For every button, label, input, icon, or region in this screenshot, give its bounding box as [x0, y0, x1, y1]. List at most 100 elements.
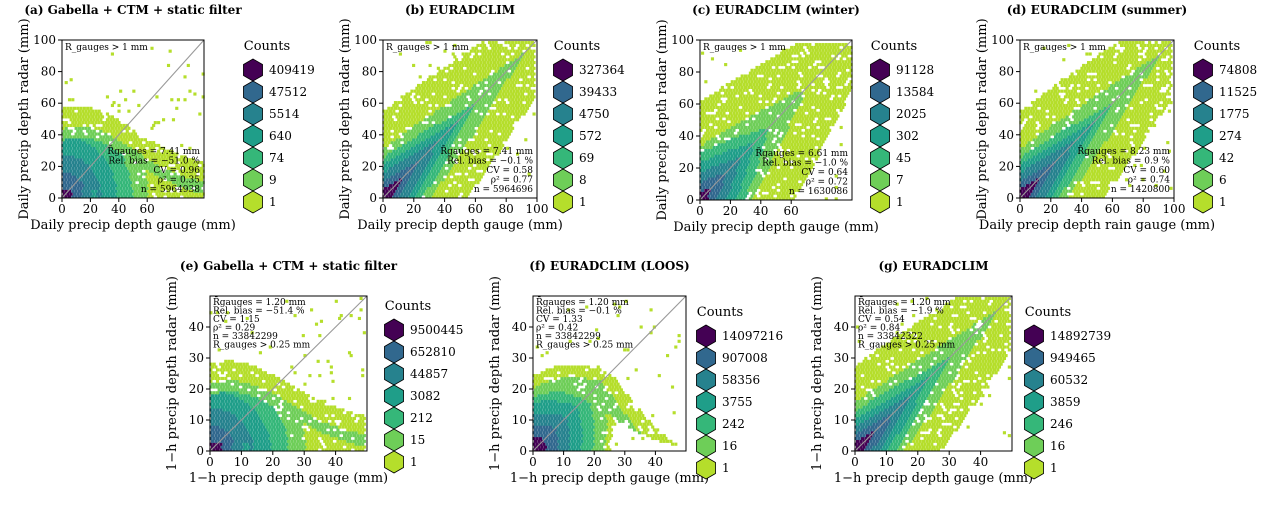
hexbin-cell — [737, 177, 740, 180]
hexbin-cell — [101, 161, 104, 164]
hexbin-cell — [736, 106, 739, 109]
hexbin-cell — [708, 149, 711, 152]
hexbin-cell — [424, 164, 427, 167]
hexbin-cell — [462, 132, 465, 135]
hexbin-cell — [437, 84, 440, 87]
hexbin-cell — [460, 67, 463, 70]
hexbin-cell — [741, 126, 744, 129]
legend-hexagon — [870, 147, 889, 169]
hexbin-cell — [821, 117, 824, 120]
hexbin-cell — [1026, 178, 1029, 181]
hexbin-cell — [94, 184, 97, 187]
hexbin-cell — [784, 189, 787, 192]
hexbin-cell — [784, 183, 787, 186]
hexbin-cell — [491, 138, 494, 141]
hexbin-cell — [716, 169, 719, 172]
hexbin-cell — [751, 137, 754, 140]
hexbin-cell — [1099, 167, 1102, 170]
hexbin-cell — [782, 83, 785, 86]
hexbin-cell — [485, 58, 488, 61]
hexbin-cell — [432, 75, 435, 78]
hexbin-cell — [486, 101, 489, 104]
hexbin-cell — [810, 57, 813, 60]
hexbin-cell — [1092, 172, 1095, 175]
hexbin-cell — [81, 178, 84, 181]
hexbin-cell — [820, 92, 823, 95]
hexbin-cell — [440, 107, 443, 110]
hexbin-cell — [749, 112, 752, 115]
hexbin-cell — [65, 81, 68, 84]
x-tick-label: 40 — [437, 202, 452, 216]
hexbin-cell — [96, 112, 99, 115]
hexbin-cell — [803, 74, 806, 77]
hexbin-cell — [71, 167, 74, 170]
hexbin-cell — [394, 130, 397, 133]
hexbin-cell — [718, 143, 721, 146]
hexbin-cell — [96, 187, 99, 190]
hexbin-cell — [524, 87, 527, 90]
hexbin-cell — [83, 152, 86, 155]
hexbin-cell — [384, 147, 387, 150]
hexbin-cell — [752, 112, 755, 115]
hexbin-cell — [420, 187, 423, 190]
hexbin-cell — [467, 61, 470, 64]
hexbin-cell — [798, 129, 801, 132]
hexbin-cell — [83, 135, 86, 138]
hexbin-cell — [392, 150, 395, 153]
hexbin-cell — [480, 124, 483, 127]
hexbin-cell — [808, 117, 811, 120]
hexbin-cell — [473, 175, 476, 178]
hexbin-cell — [457, 107, 460, 110]
hexbin-cell — [823, 63, 826, 66]
stat-line: Rel. bias = −51.0 % — [108, 157, 200, 167]
hexbin-cell — [716, 140, 719, 143]
hexbin-cell — [815, 66, 818, 69]
hexbin-cell — [99, 118, 102, 121]
hexbin-cell — [523, 72, 526, 75]
hexbin-cell — [475, 75, 478, 78]
hexbin-cell — [1092, 167, 1095, 170]
hexbin-cell — [410, 187, 413, 190]
hexbin-cell — [1087, 158, 1090, 161]
hexbin-cell — [779, 94, 782, 97]
hexbin-cell — [104, 184, 107, 187]
hexbin-cell — [755, 129, 758, 132]
hexbin-cell — [511, 87, 514, 90]
hexbin-cell — [468, 184, 471, 187]
hexbin-cell — [1082, 190, 1085, 193]
hexbin-cell — [704, 177, 707, 180]
hexbin-cell — [435, 127, 438, 130]
legend-title: Counts — [244, 39, 290, 54]
hexbin-cell — [767, 137, 770, 140]
hexbin-cell — [415, 190, 418, 193]
hexbin-cell — [736, 134, 739, 137]
hexbin-cell — [1074, 192, 1077, 195]
hexbin-cell — [430, 124, 433, 127]
hexbin-cell — [147, 172, 150, 175]
hexbin-cell — [737, 183, 740, 186]
hexbin-cell — [412, 127, 415, 130]
hexbin-cell — [70, 152, 73, 155]
hexbin-cell — [769, 134, 772, 137]
hexbin-cell — [430, 192, 433, 195]
hexbin-cell — [815, 83, 818, 86]
hexbin-cell — [493, 72, 496, 75]
hexbin-cell — [1100, 181, 1103, 184]
hexbin-cell — [782, 192, 785, 195]
hexbin-cell — [108, 190, 111, 193]
hexbin-cell — [485, 115, 488, 118]
hexbin-cell — [114, 190, 117, 193]
hexbin-cell — [65, 161, 68, 164]
hexbin-cell — [490, 141, 493, 144]
hexbin-cell — [739, 152, 742, 155]
hexbin-cell — [518, 92, 521, 95]
hexbin-cell — [759, 174, 762, 177]
hexbin-cell — [754, 189, 757, 192]
hexbin-cell — [821, 49, 824, 52]
hexbin-cell — [392, 172, 395, 175]
hexbin-cell — [762, 123, 765, 126]
hexbin-cell — [843, 52, 846, 55]
hexbin-cell — [136, 135, 139, 138]
hexbin-cell — [419, 172, 422, 175]
hexbin-cell — [747, 154, 750, 157]
